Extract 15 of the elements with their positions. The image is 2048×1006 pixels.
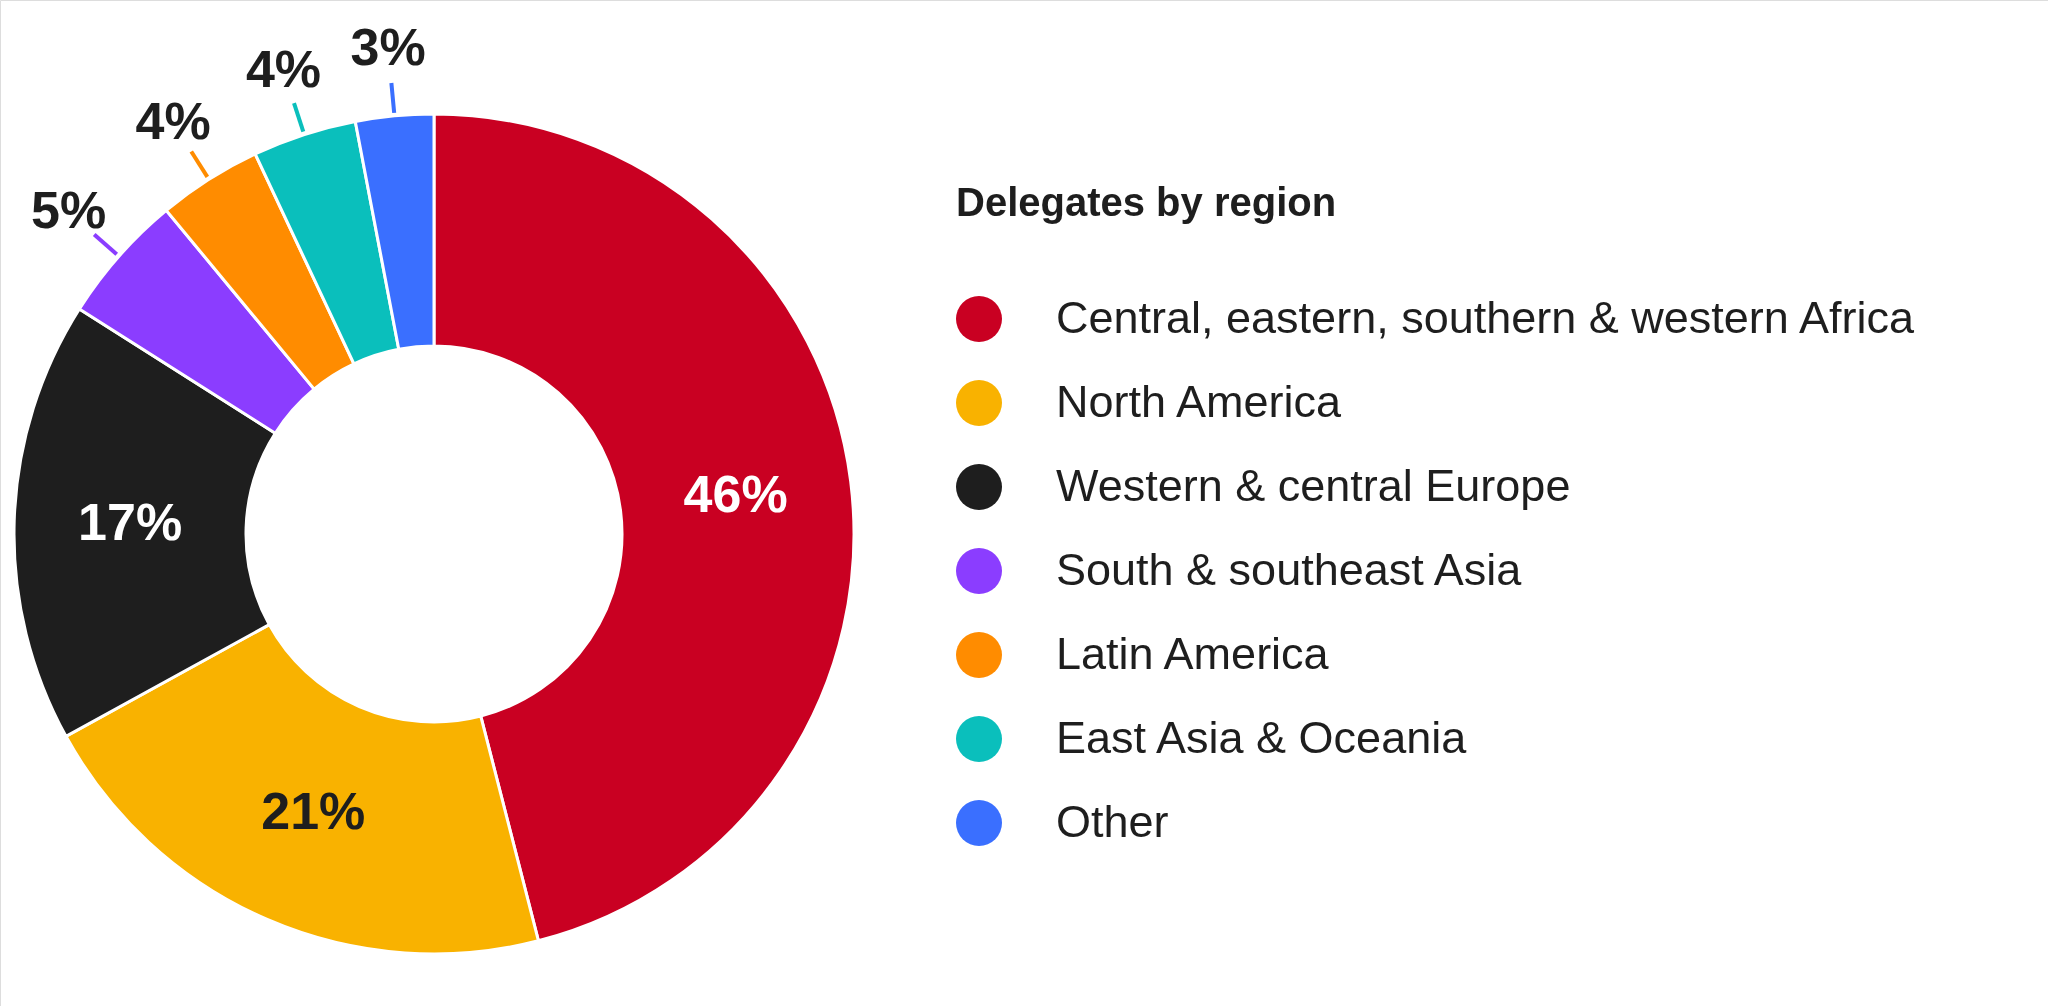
data-label: 5% [31, 180, 107, 239]
data-label: 4% [135, 91, 211, 150]
data-label: 21% [261, 782, 366, 840]
legend-title: Delegates by region [956, 180, 1337, 224]
legend-label: South & southeast Asia [1056, 544, 1523, 595]
legend-label: Western & central Europe [1056, 460, 1571, 511]
legend-label: Latin America [1056, 628, 1330, 679]
data-label: 17% [78, 493, 183, 552]
legend-label: North America [1056, 376, 1343, 427]
legend-label: East Asia & Oceania [1056, 712, 1468, 763]
data-label: 4% [245, 39, 322, 98]
legend-label: Other [1056, 796, 1169, 847]
legend-label: Central, eastern, southern & western Africa [1056, 292, 1915, 343]
data-label: 3% [350, 18, 426, 77]
data-label: 46% [683, 464, 788, 523]
